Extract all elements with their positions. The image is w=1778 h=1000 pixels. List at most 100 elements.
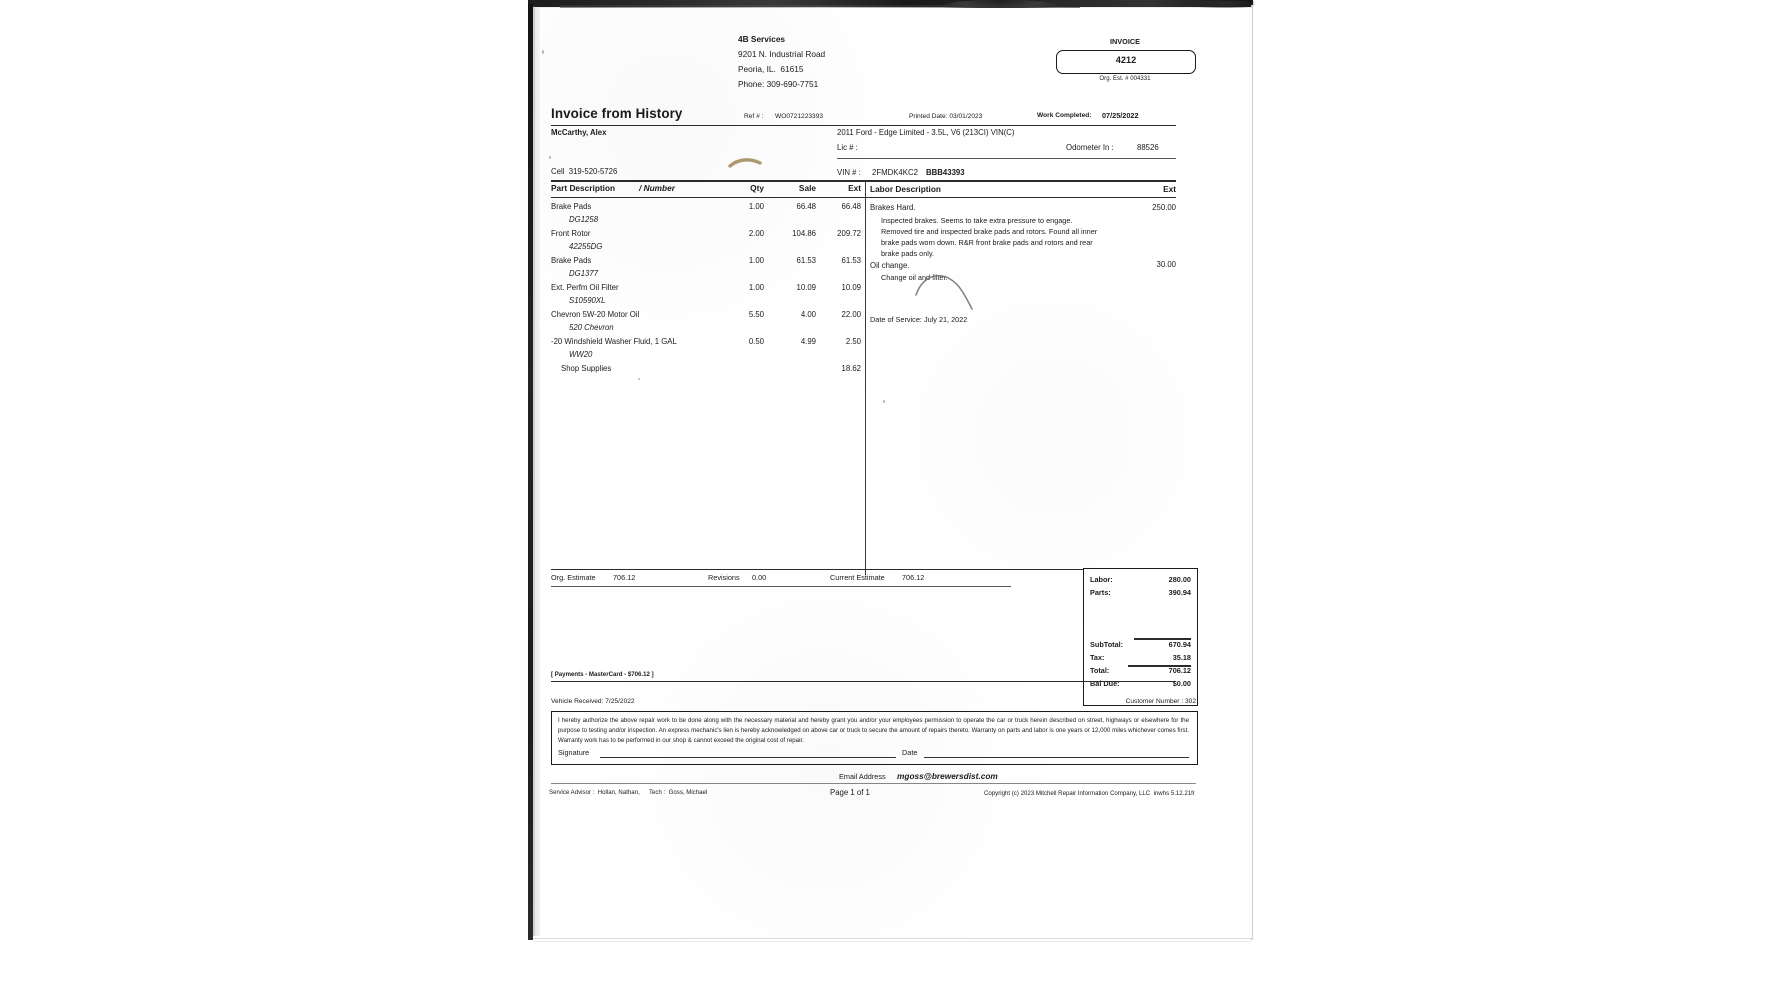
labor-total-label: Labor: [1090,575,1113,584]
scan-bottom-edge-2 [533,941,1251,942]
part-number: 42255DG [569,242,603,251]
vin-label: VIN # : [837,168,861,177]
table-top-rule [551,180,1176,182]
current-estimate-value: 706.12 [902,573,925,582]
page-title: Invoice from History [551,106,683,121]
col-sale: Sale [798,183,816,193]
part-sale: 4.99 [800,337,816,346]
org-estimate-value: 706.12 [613,573,636,582]
labor-detail-line: brake pads worn down. R&R front brake pa… [881,238,1093,247]
col-labor-description: Labor Description [870,184,941,194]
parts-total-value: 390.94 [1168,588,1191,597]
subtotal-rule [1134,638,1191,640]
authorization-box: I hereby authorize the above repair work… [551,711,1198,765]
title-rule [551,125,1176,127]
col-part-description: Part Description [551,183,616,193]
part-sale: 61.53 [796,256,816,265]
invoice-number-box: 4212 [1056,50,1196,74]
part-sale: 66.48 [796,202,816,211]
labor-total-value: 280.00 [1168,575,1191,584]
part-description: -20 Windshield Washer Fluid, 1 GAL [551,337,677,346]
bal-due-label: Bal Due: [1090,679,1120,688]
date-label: Date [902,748,918,757]
payments-line: [ Payments - MasterCard - $706.12 ] [551,671,654,678]
invoice-number: 4212 [1115,55,1137,65]
org-estimate-ref: Org. Est. # 004331 [1099,75,1151,82]
ref-value: WO0721223393 [775,113,824,120]
technician: Tech : Goss, Michael [649,789,708,796]
shop-supplies-ext: 18.62 [841,364,861,373]
shop-address-line2: Peoria, IL. 61615 [738,64,804,74]
vehicle-received: Vehicle Received: 7/25/2022 [551,698,635,705]
stray-pen-mark-curve [915,274,973,310]
part-number: DG1377 [569,269,599,278]
estimate-top-rule [551,569,1176,571]
parts-total-label: Parts: [1090,588,1111,597]
labor-detail-line: Inspected brakes. Seems to take extra pr… [881,216,1073,225]
scan-speck [542,50,544,54]
part-number: 520 Chevron [569,323,614,332]
part-qty: 1.00 [748,202,764,211]
part-sale: 104.86 [792,229,816,238]
subtotal-value: 670.94 [1168,640,1191,649]
part-qty: 1.00 [748,256,764,265]
ref-label: Ref # : [744,113,764,120]
part-qty: 1.00 [748,283,764,292]
page-left-shadow [535,6,544,936]
invoice-box-label: INVOICE [1109,37,1140,46]
shop-supplies-label: Shop Supplies [561,364,612,373]
scan-left-edge-blur [533,6,535,936]
scan-speck [549,156,551,159]
part-description: Brake Pads [551,202,592,211]
invoice-document: 4B Services 9201 N. Industrial Road Peor… [540,8,1252,938]
col-part-number: / Number [639,183,675,193]
part-description: Front Rotor [551,229,591,238]
totals-box: Labor: 280.00 Parts: 390.94 SubTotal: 67… [1083,568,1198,706]
scan-right-edge [1251,5,1253,940]
customer-name: McCarthy, Alex [551,128,607,137]
shop-phone: Phone: 309-690-7751 [738,79,819,89]
work-completed-value: 07/25/2022 [1102,111,1139,120]
estimate-bottom-rule [551,586,1011,588]
labor-ext: 30.00 [1156,260,1176,269]
part-ext: 2.50 [845,337,861,346]
revisions-value: 0.00 [752,573,767,582]
vehicle-rule [837,158,1176,159]
odometer-label: Odometer In : [1066,143,1114,152]
table-column-divider [865,181,867,575]
vin-suffix: BBB43393 [926,168,965,177]
col-qty: Qty [750,183,764,193]
date-line[interactable] [924,757,1189,758]
part-ext: 209.72 [837,229,861,238]
shop-address-line1: 9201 N. Industrial Road [738,49,826,59]
scan-top-edge-blur [560,5,1080,9]
labor-ext: 250.00 [1152,203,1176,212]
total-value: 706.12 [1168,666,1191,675]
email-value: mgoss@brewersdist.com [897,771,998,781]
signature-label: Signature [558,748,590,757]
labor-detail-line: Removed tire and inspected brake pads an… [881,227,1098,236]
part-description: Ext. Perfm Oil Filter [551,283,619,292]
tax-value: 35.18 [1172,653,1191,662]
date-of-service: Date of Service: July 21, 2022 [870,315,968,324]
odometer-value: 88526 [1137,143,1159,152]
col-ext: Ext [848,183,861,193]
license-label: Lic # : [837,143,858,152]
labor-title: Brakes Hard. [870,203,916,212]
subtotal-label: SubTotal: [1090,640,1124,649]
org-estimate-label: Org. Estimate [551,573,596,582]
stray-pen-mark-dash [728,158,762,168]
shop-name: 4B Services [738,34,786,44]
part-qty: 0.50 [748,337,764,346]
total-label: Total: [1090,666,1110,675]
labor-detail-line: Change oil and filter. [881,273,948,282]
customer-number: Customer Number : 302 [1125,698,1196,705]
signature-line[interactable] [600,757,896,758]
part-description: Brake Pads [551,256,592,265]
scan-bottom-edge [533,938,1251,939]
customer-cell: Cell 319-520-5726 [551,167,618,176]
part-number: S10590XL [569,296,606,305]
part-number: DG1258 [569,215,599,224]
labor-detail-line: brake pads only. [881,249,935,258]
